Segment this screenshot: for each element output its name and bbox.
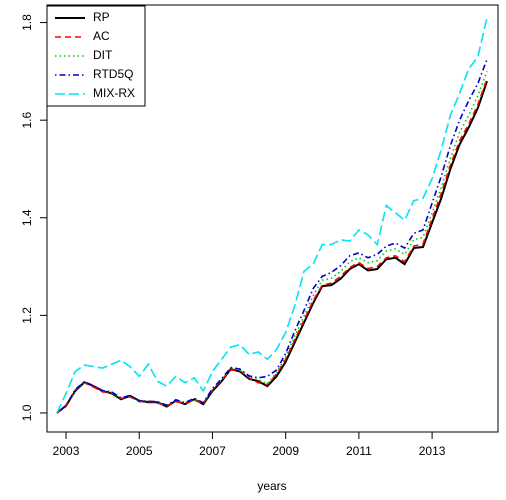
x-tick-label: 2009 [272,444,299,458]
series-line [56,71,488,414]
x-tick-label: 2005 [126,444,153,458]
x-tick-label: 2003 [53,444,80,458]
y-tick-label: 1.2 [20,307,34,324]
series-line [56,58,488,414]
x-tick-label: 2011 [346,444,372,458]
legend-label: AC [93,29,110,43]
y-tick-label: 1.8 [20,14,34,31]
legend-label: DIT [93,48,113,62]
y-tick-label: 1.0 [20,404,34,421]
legend-label: RP [93,10,110,24]
plot-frame [46,4,499,433]
legend-box [46,5,146,107]
x-axis-label: years [257,479,286,493]
y-tick-label: 1.6 [20,112,34,129]
x-tick-label: 2013 [419,444,446,458]
legend-label: MIX-RX [93,86,135,100]
legend-label: RTD5Q [93,67,133,81]
y-tick-label: 1.4 [20,209,34,226]
series-line [56,17,488,414]
series-line [56,80,488,414]
x-tick-label: 2007 [199,444,226,458]
